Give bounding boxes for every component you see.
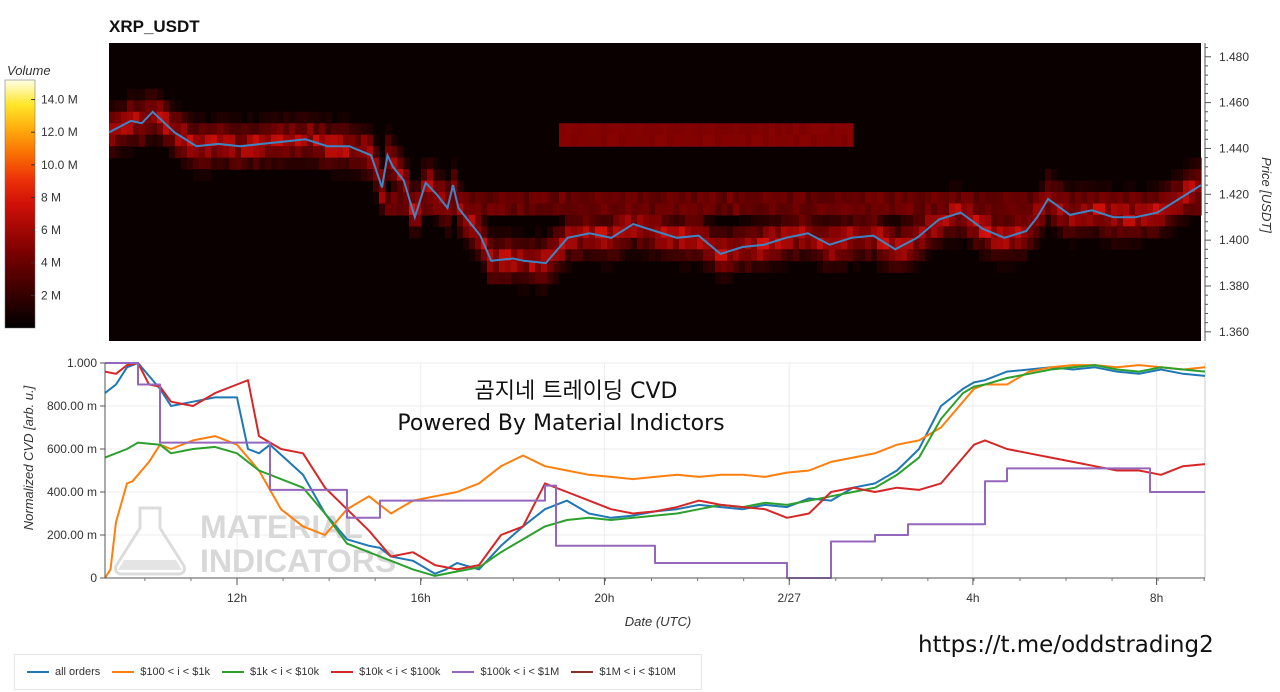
- overlay-title: 곰지네 트레이딩 CVD: [474, 379, 677, 404]
- cvd-x-axis-label: Date (UTC): [625, 614, 691, 629]
- cvd-y-tick-label: 400.00 m: [47, 485, 97, 499]
- price-tick-label: 1.460: [1219, 96, 1249, 110]
- colorbar-tick-label: 10.0 M: [41, 158, 78, 172]
- legend-label: $10k < i < $100k: [359, 666, 441, 678]
- price-tick-label: 1.380: [1219, 279, 1249, 293]
- legend-item[interactable]: $100k < i < $1M: [452, 666, 559, 678]
- colorbar-tick-label: 2 M: [41, 288, 61, 302]
- cvd-y-tick-label: 200.00 m: [47, 528, 97, 542]
- watermark-logo: [114, 506, 186, 576]
- heatmap-cells: [109, 88, 1202, 296]
- legend-item[interactable]: $100 < i < $1k: [112, 666, 210, 678]
- legend-swatch: [27, 671, 49, 673]
- legend-item[interactable]: $10k < i < $100k: [331, 666, 440, 678]
- cvd-y-axis-label: Normalized CVD [arb. u.]: [21, 385, 36, 530]
- legend-label: $100 < i < $1k: [140, 666, 210, 678]
- price-tick-label: 1.360: [1219, 325, 1249, 339]
- colorbar-tick-label: 8 M: [41, 190, 61, 204]
- legend-label: all orders: [55, 666, 101, 678]
- legend: all orders $100 < i < $1k $1k < i < $10k $1…: [14, 654, 702, 690]
- cvd-y-tick-label: 800.00 m: [47, 399, 97, 413]
- cvd-series-line-1: [104, 364, 1206, 579]
- colorbar-label: Volume: [7, 63, 51, 78]
- cvd-x-tick-label: 4h: [966, 591, 979, 605]
- colorbar-tick-label: 12.0 M: [41, 125, 78, 139]
- cvd-y-tick-label: 600.00 m: [47, 442, 97, 456]
- cvd-x-tick-label: 20h: [594, 591, 614, 605]
- heatmap-title: XRP_USDT: [109, 17, 200, 36]
- cvd-x-tick-label: 12h: [227, 591, 247, 605]
- legend-swatch: [571, 671, 594, 673]
- cvd-series-line-4: [105, 362, 1205, 579]
- cvd-x-tick-label: 16h: [411, 591, 431, 605]
- legend-label: $100k < i < $1M: [480, 666, 560, 678]
- watermark-text-2: INDICATORS: [200, 543, 396, 579]
- cvd-y-tick-label: 0: [90, 571, 97, 585]
- colorbar-tick-label: 4 M: [41, 256, 61, 270]
- price-tick-label: 1.440: [1219, 141, 1249, 155]
- watermark-text-1: MATERIAL: [200, 509, 363, 545]
- cvd-x-tick-label: 8h: [1150, 591, 1163, 605]
- legend-swatch: [452, 671, 475, 673]
- colorbar-tick-label: 6 M: [41, 223, 61, 237]
- cvd-series-line-0: [104, 362, 1206, 575]
- legend-swatch: [331, 671, 354, 673]
- cvd-series-line-2: [104, 364, 1206, 577]
- legend-label: $1M < i < $10M: [599, 666, 676, 678]
- legend-item[interactable]: $1k < i < $10k: [221, 666, 320, 678]
- legend-swatch: [221, 671, 244, 673]
- price-tick-label: 1.420: [1219, 187, 1249, 201]
- legend-label: $1k < i < $10k: [249, 666, 320, 678]
- legend-item[interactable]: all orders: [27, 666, 100, 678]
- cvd-series-line-3: [104, 362, 1206, 571]
- price-axis-label: Price [USDT]: [1259, 157, 1274, 233]
- price-tick-label: 1.400: [1219, 233, 1249, 247]
- price-tick-label: 1.480: [1219, 50, 1249, 64]
- legend-item[interactable]: $1M < i < $10M: [571, 666, 676, 678]
- footer-url[interactable]: https://t.me/oddstrading2: [918, 632, 1214, 658]
- legend-swatch: [112, 671, 135, 673]
- colorbar: [4, 79, 36, 329]
- overlay-subtitle: Powered By Material Indictors: [397, 411, 724, 436]
- cvd-plot-area: [104, 362, 1206, 579]
- cvd-y-tick-label: 1.000: [67, 356, 97, 370]
- price-line: [108, 110, 1202, 265]
- colorbar-tick-label: 14.0 M: [41, 93, 78, 107]
- cvd-x-tick-label: 2/27: [778, 591, 802, 605]
